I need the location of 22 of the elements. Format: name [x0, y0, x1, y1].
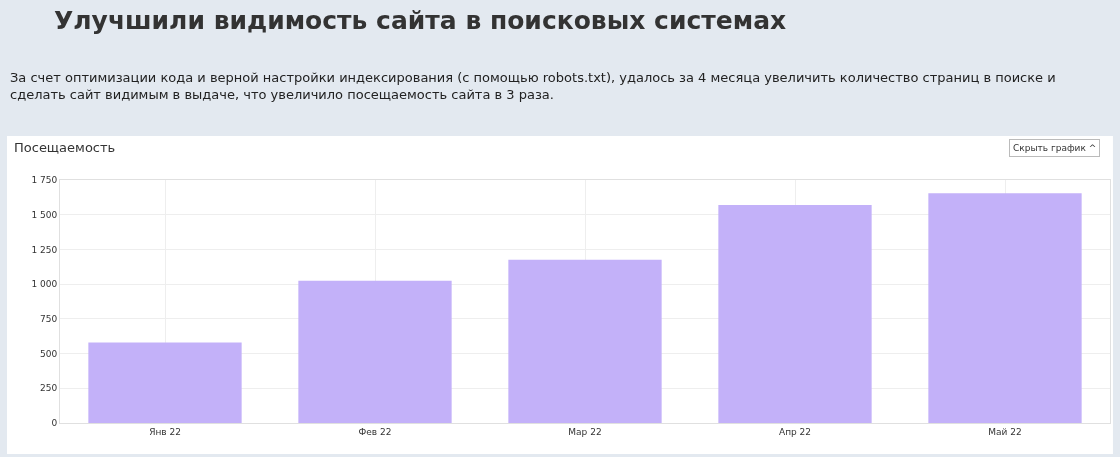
bar — [508, 259, 662, 423]
y-tick-label: 250 — [40, 383, 58, 394]
y-tick-label: 1 000 — [31, 279, 58, 290]
bar — [88, 342, 242, 423]
x-tick-label: Мар 22 — [568, 426, 602, 437]
y-tick-label: 1 250 — [31, 244, 58, 255]
x-tick-label: Апр 22 — [778, 426, 812, 437]
y-tick-label: 0 — [51, 418, 58, 429]
text: Скрыть график ^ — [1013, 143, 1097, 153]
y-tick-label: 750 — [40, 314, 58, 325]
y-tick-label: 1 500 — [31, 209, 58, 220]
chart-title: Улучшили видимость сайта в поисковых системах — [54, 6, 787, 35]
x-tick-label: Май 22 — [988, 426, 1022, 437]
x-tick-label: Фев 22 — [358, 426, 392, 437]
chart-subtitle: За счет оптимизации кода и верной настройки индексирования (с помощью robots.txt), удалось за 4 месяца увеличить количество страниц в поиске и сделать сайт видимым в выдаче, что увеличило посещаемость сайта в 3 раза. — [10, 70, 1056, 102]
bar — [718, 204, 872, 423]
bar — [928, 193, 1082, 423]
y-tick-label: 1 750 — [31, 175, 58, 186]
y-tick-label: 500 — [40, 348, 58, 359]
x-tick-label: Янв 22 — [149, 426, 181, 437]
bar — [298, 280, 452, 423]
y-axis-title: Посещаемость — [14, 140, 116, 155]
